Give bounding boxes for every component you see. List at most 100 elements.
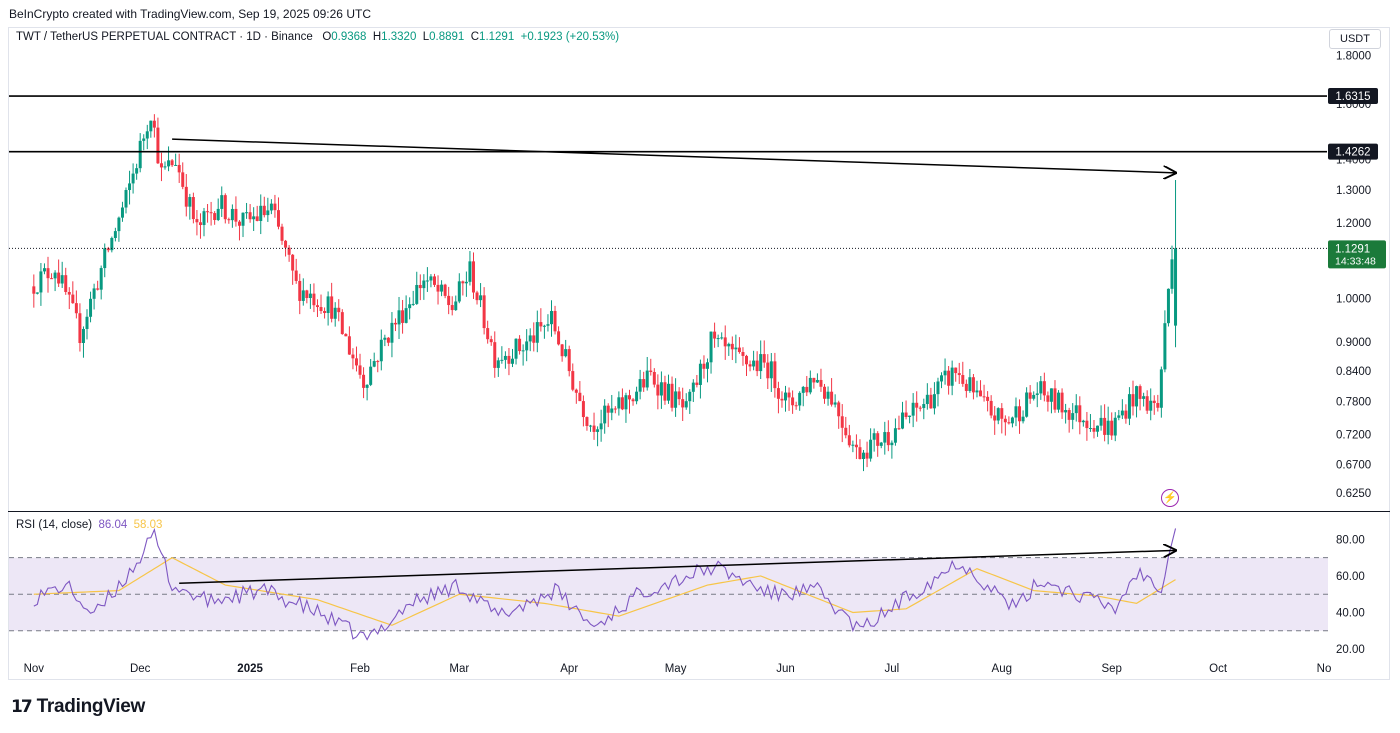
candle-body: [351, 354, 355, 359]
candle-body: [702, 363, 706, 369]
candle-body: [989, 400, 993, 416]
candle-body: [961, 375, 965, 384]
candle-body: [986, 396, 990, 401]
symbol-legend: TWT / TetherUS PERPETUAL CONTRACT · 1D ·…: [16, 31, 619, 43]
candle-body: [645, 370, 649, 388]
candle-body: [720, 337, 724, 339]
candle-body: [865, 452, 869, 459]
candle-body: [805, 386, 809, 393]
candle-body: [326, 296, 330, 314]
price-tick-label: 0.7800: [1336, 396, 1371, 408]
candle-body: [911, 402, 915, 416]
candle-body: [1032, 394, 1036, 399]
candle-body: [447, 295, 451, 306]
candle-body: [727, 343, 731, 347]
candle-body: [369, 366, 373, 385]
lightning-alert-icon[interactable]: ⚡: [1161, 489, 1179, 507]
candle-body: [932, 394, 936, 409]
candle-body: [642, 379, 646, 388]
candle-body: [259, 205, 263, 221]
candle-body: [798, 392, 802, 406]
candle-body: [862, 452, 866, 460]
candle-body: [1000, 408, 1004, 419]
candle-body: [521, 350, 525, 352]
candle-body: [64, 275, 68, 292]
candle-body: [330, 296, 334, 319]
candle-body: [294, 270, 298, 281]
candle-body: [1127, 394, 1131, 419]
candle-body: [706, 362, 710, 369]
last-price-tag: [1328, 240, 1386, 269]
candle-body: [748, 364, 752, 367]
candle-body: [486, 328, 490, 340]
candle-body: [308, 293, 312, 299]
time-tick-label: Jul: [885, 663, 900, 675]
rsi-tick-label: 40.00: [1336, 607, 1365, 619]
candle-body: [837, 402, 841, 417]
rsi-tick-label: 60.00: [1336, 571, 1365, 583]
chart-caption: BeInCrypto created with TradingView.com,…: [9, 7, 371, 21]
time-tick-label: Sep: [1101, 663, 1121, 675]
candle-body: [138, 140, 142, 169]
candle-body: [1145, 396, 1149, 411]
time-tick-label: Aug: [992, 663, 1012, 675]
candle-body: [993, 415, 997, 421]
candle-body: [74, 303, 78, 314]
candle-body: [737, 347, 741, 353]
candle-body: [929, 394, 933, 409]
price-trend-arrow[interactable]: [172, 138, 1175, 173]
candle-body: [681, 399, 685, 408]
candle-body: [588, 425, 592, 427]
candle-body: [876, 433, 880, 446]
candle-body: [170, 160, 174, 166]
candle-body: [606, 405, 610, 413]
high-label: H: [372, 31, 382, 43]
time-tick-label: No: [1317, 663, 1332, 675]
candle-body: [1131, 394, 1135, 407]
level-price-tag: [1328, 88, 1378, 105]
candle-body: [1039, 381, 1043, 394]
candle-body: [493, 342, 497, 368]
candle-body: [745, 355, 749, 365]
level-price-label: 1.6315: [1335, 91, 1370, 103]
high-value: 1.3320: [381, 31, 417, 43]
symbol-title[interactable]: TWT / TetherUS PERPETUAL CONTRACT · 1D ·…: [16, 31, 313, 43]
time-tick-label: Mar: [449, 663, 469, 675]
candle-body: [163, 166, 167, 168]
candle-body: [393, 322, 397, 325]
candle-body: [869, 439, 873, 459]
candle-body: [553, 310, 557, 332]
candle-body: [195, 219, 199, 223]
candle-body: [1046, 395, 1050, 402]
candle-body: [60, 275, 64, 284]
candle-body: [457, 281, 461, 302]
candle-body: [610, 408, 614, 413]
candle-body: [897, 428, 901, 430]
price-tick-label: 0.8400: [1336, 366, 1371, 378]
candle-body: [503, 355, 507, 360]
candle-body: [592, 425, 596, 432]
candle-body: [840, 416, 844, 428]
candle-body: [581, 401, 585, 418]
rsi-trend-arrow[interactable]: [179, 550, 1175, 585]
candle-body: [1071, 413, 1075, 420]
candle-body: [53, 272, 57, 279]
candle-body: [1103, 417, 1107, 435]
candle-body: [397, 310, 401, 325]
rsi-title[interactable]: RSI (14, close): [16, 519, 93, 531]
level-price-label: 1.4262: [1335, 147, 1370, 159]
candle-body: [181, 172, 185, 187]
candle-body: [241, 212, 245, 226]
candle-body: [347, 336, 351, 355]
candle-body: [964, 383, 968, 391]
candle-body: [730, 343, 734, 350]
currency-button[interactable]: USDT: [1329, 29, 1381, 49]
candle-body: [631, 399, 635, 402]
candle-body: [411, 303, 415, 305]
price-tick-label: 0.9000: [1336, 337, 1371, 349]
tradingview-brand[interactable]: 17 TradingView: [11, 696, 145, 718]
candle-body: [1064, 410, 1068, 413]
candle-body: [344, 334, 348, 337]
candle-body: [404, 308, 408, 323]
